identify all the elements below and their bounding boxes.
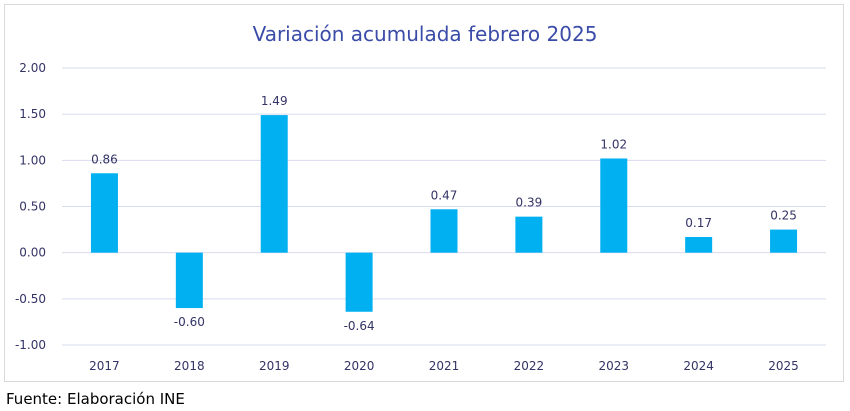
x-tick-label-2023: 2023 <box>599 359 630 373</box>
source-note: Fuente: Elaboración INE <box>6 390 185 408</box>
bar-2022 <box>515 216 543 253</box>
y-tick-label: 1.00 <box>19 153 46 167</box>
bar-2020 <box>345 252 373 312</box>
bar-2018 <box>175 252 203 309</box>
bar-2025 <box>770 229 798 253</box>
data-label-2021: 0.47 <box>431 188 458 202</box>
x-tick-label-2024: 2024 <box>683 359 714 373</box>
y-tick-label: 0.00 <box>19 246 46 260</box>
x-tick-label-2020: 2020 <box>344 359 375 373</box>
y-tick-label: -1.00 <box>15 338 46 352</box>
x-tick-label-2018: 2018 <box>174 359 205 373</box>
x-tick-label-2022: 2022 <box>514 359 545 373</box>
y-tick-label: -0.50 <box>15 292 46 306</box>
y-tick-label: 0.50 <box>19 200 46 214</box>
data-label-2023: 1.02 <box>600 137 627 151</box>
x-tick-label-2025: 2025 <box>768 359 799 373</box>
data-label-2018: -0.60 <box>174 315 205 329</box>
data-label-2024: 0.17 <box>685 216 712 230</box>
x-tick-label-2021: 2021 <box>429 359 460 373</box>
bar-2024 <box>685 236 713 253</box>
bar-2021 <box>430 209 458 253</box>
bar-chart: 2.00 1.50 1.00 0.50 0.00 -0.50 -1.00 0.86 2017 -0… <box>15 61 826 373</box>
data-label-2019: 1.49 <box>261 94 288 108</box>
y-tick-label: 2.00 <box>19 61 46 75</box>
chart-frame <box>4 4 844 382</box>
data-label-2025: 0.25 <box>770 209 797 223</box>
x-tick-label-2019: 2019 <box>259 359 290 373</box>
data-label-2020: -0.64 <box>344 319 375 333</box>
bar-2019 <box>260 115 288 253</box>
chart-title: Variación acumulada febrero 2025 <box>252 22 598 46</box>
y-tick-label: 1.50 <box>19 107 46 121</box>
data-label-2022: 0.39 <box>516 196 543 210</box>
data-label-2017: 0.86 <box>91 152 118 166</box>
bar-2017 <box>90 173 118 253</box>
bar-2023 <box>600 158 628 253</box>
x-tick-label-2017: 2017 <box>89 359 120 373</box>
